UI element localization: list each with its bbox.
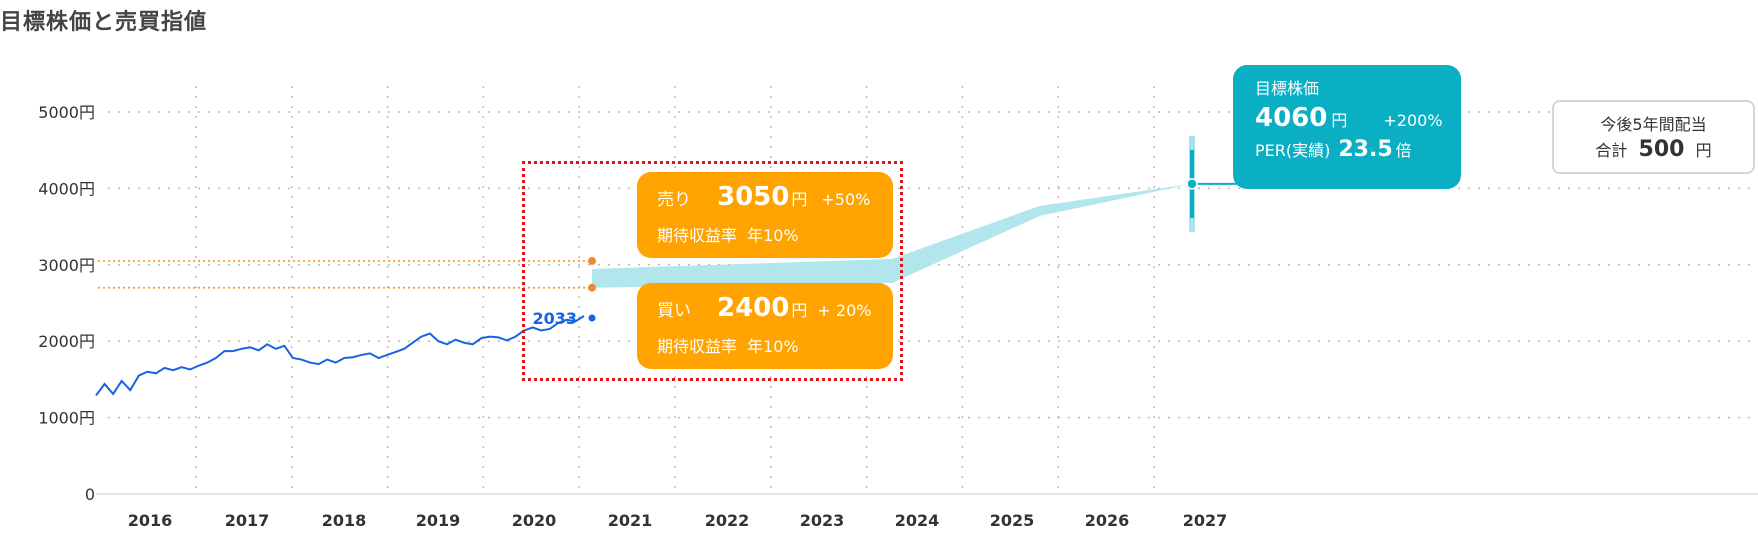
x-tick-label: 2016 bbox=[128, 511, 173, 530]
sell-yield-label: 期待収益率 bbox=[657, 226, 738, 245]
sell-label: 売り bbox=[657, 190, 691, 210]
projection-band bbox=[592, 183, 1192, 288]
sell-yield: 年10% bbox=[747, 226, 799, 245]
buy-change: + 20% bbox=[817, 301, 872, 320]
x-tick-label: 2018 bbox=[322, 511, 367, 530]
buy-price: 2400 bbox=[717, 293, 790, 323]
x-tick-label: 2022 bbox=[705, 511, 750, 530]
grid bbox=[96, 86, 1758, 495]
sell-dot bbox=[588, 256, 596, 265]
per-unit: 倍 bbox=[1395, 141, 1412, 160]
x-tick-label: 2019 bbox=[416, 511, 461, 530]
sell-change: +50% bbox=[821, 190, 871, 209]
y-tick-label: 5000円 bbox=[38, 103, 95, 122]
target-change: +200% bbox=[1383, 111, 1443, 130]
sell-price: 3050 bbox=[717, 182, 790, 212]
buy-dot bbox=[588, 283, 596, 292]
buy-yield-label: 期待収益率 bbox=[657, 337, 738, 356]
y-tick-label: 3000円 bbox=[38, 256, 95, 275]
x-tick-label: 2027 bbox=[1183, 511, 1228, 530]
per-value: 23.5 bbox=[1338, 137, 1393, 162]
dividend-title: 今後5年間配当 bbox=[1600, 115, 1707, 134]
x-tick-label: 2017 bbox=[225, 511, 270, 530]
highlight-box bbox=[522, 161, 903, 381]
x-tick-label: 2021 bbox=[608, 511, 653, 530]
x-tick-label: 2026 bbox=[1085, 511, 1130, 530]
x-tick-label: 2025 bbox=[990, 511, 1035, 530]
per-label: PER(実績) bbox=[1255, 141, 1331, 160]
page-title: 目標株価と売買指値 bbox=[0, 10, 208, 35]
dividend-unit: 円 bbox=[1695, 141, 1712, 160]
y-tick-label: 4000円 bbox=[38, 179, 95, 198]
buy-unit: 円 bbox=[791, 301, 808, 320]
x-tick-label: 2024 bbox=[895, 511, 940, 530]
dividend-box: 今後5年間配当 合計 500 円 bbox=[1552, 100, 1755, 174]
y-tick-label: 1000円 bbox=[38, 409, 95, 428]
price-end-dot bbox=[588, 314, 596, 322]
target-label: 目標株価 bbox=[1255, 79, 1320, 98]
price-line bbox=[95, 315, 585, 397]
buy-card: 買い 2400 円 + 20% 期待収益率 年10% bbox=[637, 283, 893, 369]
x-tick-label: 2020 bbox=[512, 511, 557, 530]
y-tick-label: 2000円 bbox=[38, 332, 95, 351]
y-tick-label: 0 bbox=[85, 485, 95, 504]
target-unit: 円 bbox=[1331, 111, 1348, 130]
target-price: 4060 bbox=[1255, 103, 1328, 133]
sell-card: 売り 3050 円 +50% 期待収益率 年10% bbox=[637, 172, 893, 258]
y-axis: 5000円 4000円 3000円 2000円 1000円 0 bbox=[38, 103, 95, 504]
buy-label: 買い bbox=[657, 301, 691, 321]
target-marker bbox=[1186, 135, 1240, 232]
x-tick-label: 2023 bbox=[800, 511, 845, 530]
sell-unit: 円 bbox=[791, 190, 808, 209]
price-end-label: 2033 bbox=[532, 309, 577, 328]
price-guides bbox=[98, 260, 592, 289]
dividend-total-label: 合計 bbox=[1595, 141, 1628, 160]
x-axis: 2016 2017 2018 2019 2020 2021 2022 2023 2024 2025… bbox=[128, 511, 1228, 530]
target-card: 目標株価 4060 円 +200% PER(実績) 23.5 倍 bbox=[1233, 65, 1461, 189]
dividend-amount: 500 bbox=[1638, 137, 1685, 162]
buy-yield: 年10% bbox=[747, 337, 799, 356]
target-dot bbox=[1186, 178, 1198, 190]
